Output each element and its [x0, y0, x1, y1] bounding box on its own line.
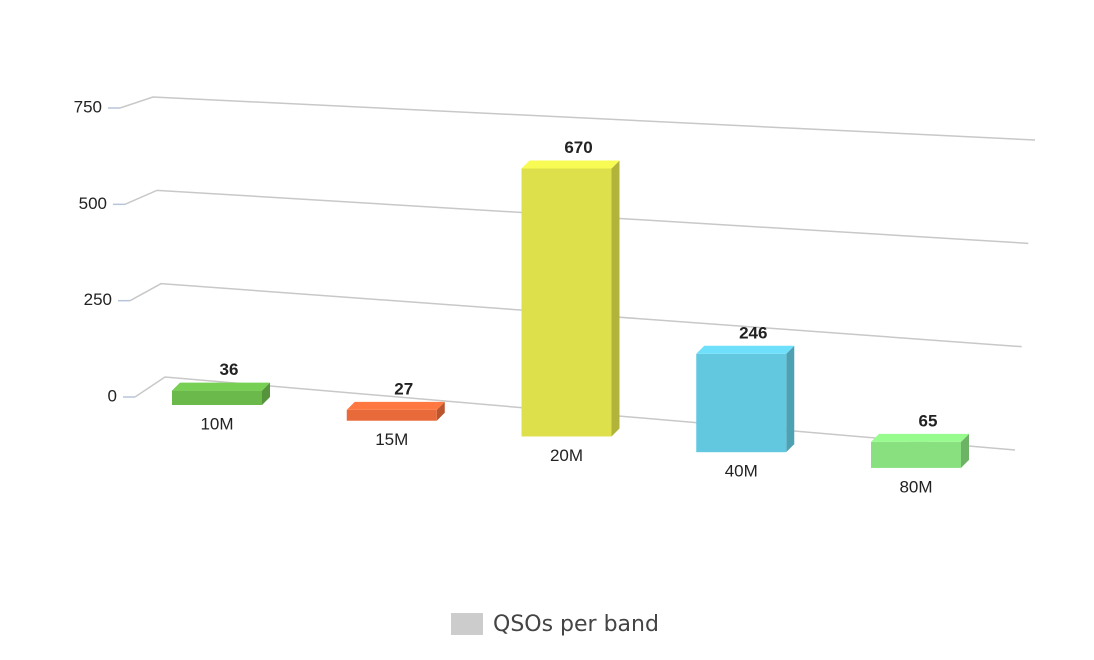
x-tick-label: 10M [200, 414, 233, 433]
y-tick-label: 500 [79, 194, 107, 213]
grid-line [119, 96, 1036, 141]
x-tick-label: 20M [550, 446, 583, 465]
y-tick-label: 750 [74, 97, 102, 116]
value-label: 27 [394, 379, 413, 398]
grid-line [129, 282, 1022, 348]
legend-label: QSOs per band [493, 612, 659, 637]
value-label: 670 [564, 138, 592, 157]
bar-top [521, 160, 620, 169]
bar [871, 441, 961, 468]
value-label: 246 [739, 323, 767, 342]
bar-top [346, 401, 445, 410]
y-tick-label: 0 [108, 386, 117, 405]
x-tick-label: 80M [899, 477, 932, 496]
x-tick-label: 15M [375, 430, 408, 449]
bar-side [786, 345, 795, 453]
bar [521, 168, 612, 437]
bar-side [262, 382, 270, 405]
value-label: 65 [919, 411, 938, 430]
bar-top [696, 345, 795, 354]
y-tick-label: 250 [84, 290, 112, 309]
bar-top [172, 382, 270, 391]
bar-top [871, 433, 969, 442]
x-tick-label: 40M [725, 462, 758, 481]
bar-side [961, 433, 969, 468]
bar-side [611, 160, 620, 437]
grid-line [124, 189, 1029, 245]
value-label: 36 [220, 360, 239, 379]
bar [346, 409, 437, 421]
legend-swatch [451, 613, 483, 635]
bar-side [436, 401, 445, 421]
bar [696, 353, 787, 453]
bar [172, 390, 262, 405]
